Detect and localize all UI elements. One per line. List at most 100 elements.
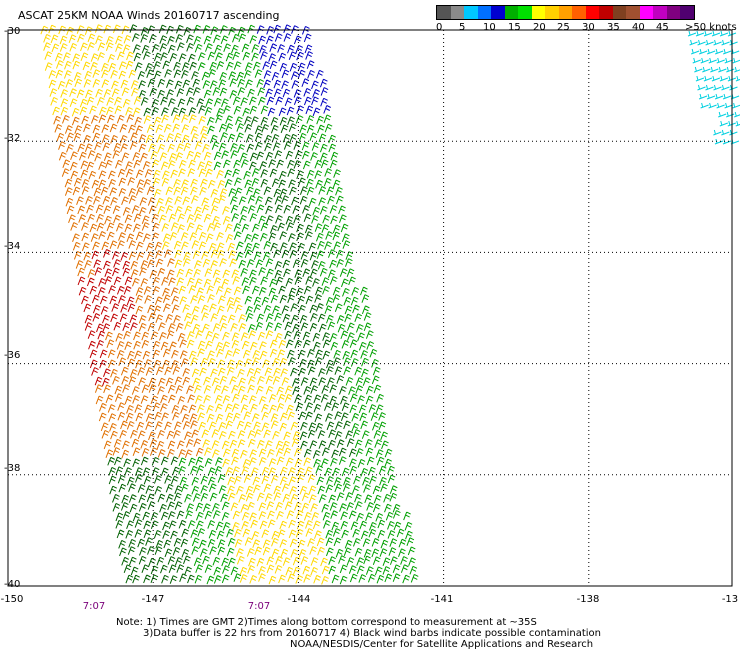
- wind-barb: [241, 511, 250, 521]
- wind-barb: [247, 205, 256, 214]
- wind-barb: [167, 440, 176, 450]
- wind-barb: [184, 431, 192, 441]
- wind-barb: [98, 161, 106, 170]
- wind-barb: [98, 179, 107, 189]
- wind-barb: [132, 152, 141, 161]
- wind-barb: [128, 538, 136, 548]
- swath-time-right: 7:07: [247, 601, 271, 612]
- wind-barb: [248, 330, 257, 339]
- wind-barb: [72, 186, 81, 196]
- wind-barb: [97, 287, 106, 296]
- wind-barb: [325, 484, 334, 493]
- wind-barb: [264, 134, 273, 144]
- wind-barb: [125, 168, 134, 178]
- wind-barb: [346, 322, 355, 332]
- wind-barb: [251, 413, 260, 422]
- wind-barb: [375, 404, 384, 413]
- wind-barb: [110, 313, 118, 323]
- wind-barb: [333, 477, 342, 486]
- wind-barb: [206, 116, 215, 126]
- wind-barb: [87, 33, 96, 43]
- wind-barb: [292, 386, 300, 395]
- wind-barb: [273, 485, 282, 495]
- wind-barb: [121, 494, 130, 504]
- wind-barb: [249, 35, 258, 44]
- wind-barb: [341, 467, 350, 477]
- wind-barb: [169, 53, 178, 62]
- wind-barb: [69, 161, 78, 171]
- wind-barb: [109, 240, 118, 249]
- wind-barb: [306, 186, 315, 196]
- lat-label-30: -30: [4, 26, 21, 37]
- wind-barb: [175, 152, 184, 161]
- wind-barb: [229, 258, 237, 268]
- wind-barb: [226, 303, 235, 312]
- wind-barb: [143, 51, 151, 60]
- wind-barb: [217, 539, 226, 548]
- wind-barb: [195, 224, 203, 234]
- lon-label-147: -147: [141, 594, 165, 605]
- wind-barb: [110, 197, 118, 206]
- wind-barb: [138, 80, 146, 89]
- wind-barb: [277, 349, 286, 358]
- wind-barb: [211, 197, 220, 207]
- wind-barb: [111, 303, 120, 312]
- wind-barb: [69, 42, 78, 52]
- wind-barb: [211, 429, 220, 438]
- wind-barb: [380, 483, 388, 492]
- wind-barb: [153, 305, 162, 315]
- wind-barb: [263, 483, 272, 493]
- wind-barb: [287, 44, 295, 54]
- wind-barb: [270, 116, 279, 126]
- wind-barb: [366, 341, 375, 350]
- wind-barb: [317, 485, 326, 495]
- wind-barb: [233, 223, 242, 232]
- wind-barb: [310, 312, 318, 322]
- wind-barb: [708, 57, 717, 64]
- wind-barb: [258, 267, 266, 276]
- wind-barb: [85, 195, 93, 205]
- wind-barb: [252, 539, 261, 548]
- wind-barb: [378, 412, 386, 421]
- wind-barb: [182, 258, 191, 267]
- wind-barb: [326, 476, 334, 485]
- wind-barb: [83, 123, 91, 133]
- wind-barb: [321, 565, 330, 575]
- wind-barb: [227, 133, 236, 143]
- wind-barb: [161, 412, 169, 422]
- wind-barb: [221, 150, 229, 159]
- wind-barb: [120, 252, 129, 261]
- wind-barb: [273, 88, 282, 98]
- wind-barb: [232, 522, 240, 531]
- wind-barb: [123, 34, 132, 44]
- wind-barb: [157, 386, 165, 395]
- wind-barb: [239, 214, 247, 224]
- wind-barb: [177, 332, 186, 342]
- wind-barb: [285, 339, 294, 349]
- wind-barb: [320, 159, 329, 169]
- wind-barb: [60, 89, 68, 98]
- wind-barb: [202, 323, 210, 333]
- wind-barb: [196, 520, 204, 530]
- wind-barb: [235, 116, 243, 125]
- wind-barb: [193, 268, 202, 278]
- wind-barb: [81, 242, 90, 251]
- wind-barb: [288, 287, 297, 297]
- wind-barb: [245, 305, 254, 315]
- wind-barb: [156, 440, 165, 450]
- wind-barb: [148, 557, 156, 567]
- wind-barb: [296, 467, 305, 477]
- wind-barb: [92, 124, 101, 134]
- wind-barb: [384, 503, 392, 513]
- wind-barb: [217, 179, 226, 189]
- wind-barb: [222, 216, 231, 225]
- wind-barb: [137, 538, 145, 548]
- wind-barb: [288, 519, 296, 529]
- wind-barb: [348, 276, 356, 286]
- wind-barb: [186, 87, 194, 96]
- wind-barb: [298, 549, 307, 558]
- wind-barb: [58, 141, 66, 150]
- wind-barb: [273, 492, 282, 501]
- wind-barb: [161, 223, 170, 232]
- wind-barb: [172, 123, 181, 133]
